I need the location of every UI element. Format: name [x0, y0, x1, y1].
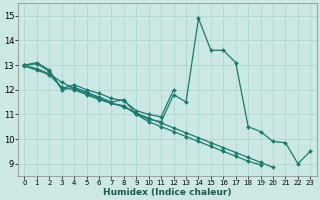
X-axis label: Humidex (Indice chaleur): Humidex (Indice chaleur): [103, 188, 232, 197]
